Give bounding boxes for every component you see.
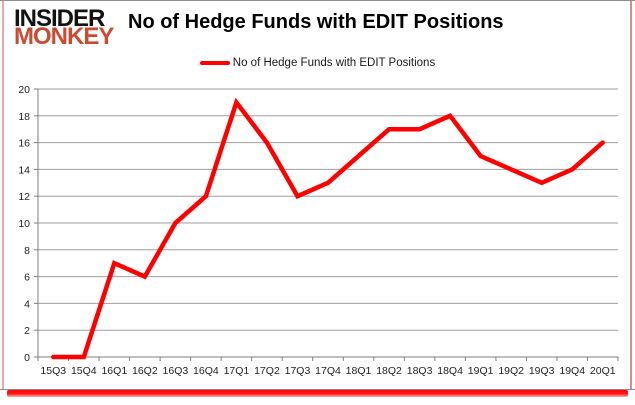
x-tick-label: 18Q1 xyxy=(346,365,372,377)
x-tick-label: 19Q3 xyxy=(529,365,555,377)
y-tick-label: 20 xyxy=(18,84,30,96)
x-tick-label: 16Q1 xyxy=(101,365,127,377)
x-tick-label: 15Q4 xyxy=(71,365,97,377)
frame-left-border xyxy=(2,1,4,390)
x-tick-label: 16Q2 xyxy=(132,365,158,377)
y-tick-label: 14 xyxy=(18,164,30,176)
y-tick-label: 6 xyxy=(24,272,30,284)
y-tick-label: 18 xyxy=(18,111,30,123)
x-tick-label: 18Q3 xyxy=(407,365,433,377)
y-tick-label: 10 xyxy=(18,218,30,230)
logo-text-monkey: MONKEY xyxy=(14,23,114,50)
x-tick-label: 19Q2 xyxy=(498,365,524,377)
x-tick-label: 19Q1 xyxy=(468,365,494,377)
legend-line-icon xyxy=(199,61,230,65)
chart-legend: No of Hedge Funds with EDIT Positions xyxy=(0,57,635,69)
frame-top-border xyxy=(0,0,635,1)
logo-text-insider: INSIDER xyxy=(14,5,105,32)
frame-right-border xyxy=(630,1,632,390)
x-tick-label: 17Q1 xyxy=(224,365,250,377)
y-tick-label: 2 xyxy=(24,325,30,337)
x-tick-label: 15Q3 xyxy=(40,365,66,377)
chart-title: No of Hedge Funds with EDIT Positions xyxy=(128,11,504,33)
y-tick-label: 16 xyxy=(18,138,30,150)
legend-label: No of Hedge Funds with EDIT Positions xyxy=(232,57,436,69)
x-tick-label: 20Q1 xyxy=(590,365,616,377)
x-tick-label: 16Q3 xyxy=(163,365,189,377)
frame-bottom-border xyxy=(0,389,635,390)
y-tick-label: 0 xyxy=(24,352,30,364)
x-tick-label: 19Q4 xyxy=(559,365,585,377)
y-tick-label: 8 xyxy=(24,245,30,257)
y-tick-label: 12 xyxy=(18,191,30,203)
x-tick-label: 16Q4 xyxy=(193,365,219,377)
x-tick-label: 18Q4 xyxy=(437,365,463,377)
x-tick-label: 17Q2 xyxy=(254,365,280,377)
y-tick-label: 4 xyxy=(24,298,30,310)
data-line xyxy=(51,97,605,360)
x-tick-label: 17Q3 xyxy=(285,365,311,377)
insider-monkey-logo: INSIDER MONKEY xyxy=(14,5,114,50)
red-shadow-bar xyxy=(7,390,628,397)
x-tick-label: 17Q4 xyxy=(315,365,341,377)
x-tick-label: 18Q2 xyxy=(376,365,402,377)
